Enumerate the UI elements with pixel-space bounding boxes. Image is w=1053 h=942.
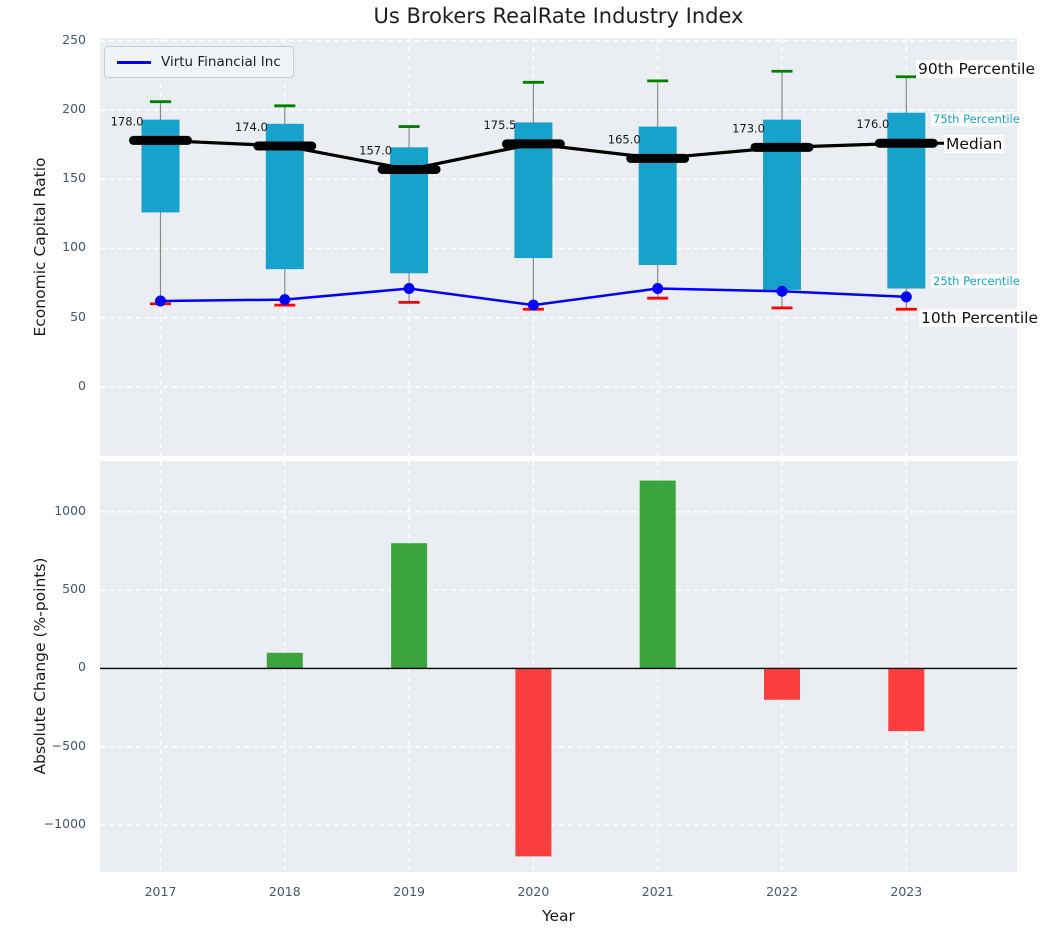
median-value-label: 157.0 (359, 143, 392, 157)
top-chart-svg: 178.0 174.0 157.0 175.5 165.0 173.0 176.0 (100, 38, 1017, 456)
top-chart-panel: 178.0 174.0 157.0 175.5 165.0 173.0 176.0 (100, 38, 1017, 456)
change-bar-negative (888, 668, 925, 732)
x-tick-label-year: 2019 (393, 884, 425, 899)
annotation-median: Median (944, 135, 1005, 153)
y-tick-label-top: 200 (62, 100, 86, 116)
change-bar-positive (266, 652, 303, 669)
change-bar-negative (515, 668, 552, 857)
company-marker (652, 283, 664, 295)
median-value-label: 175.5 (483, 118, 516, 132)
y-tick-label-top: 50 (70, 308, 86, 324)
company-marker (900, 291, 912, 303)
company-marker (776, 285, 788, 297)
chart-title: Us Brokers RealRate Industry Index (373, 4, 744, 28)
company-marker (403, 283, 415, 295)
y-tick-label-bottom: 1000 (54, 502, 86, 518)
legend-label: Virtu Financial Inc (161, 54, 281, 70)
bottom-chart-svg (100, 461, 1017, 872)
y-tick-label-bottom: −500 (51, 737, 86, 753)
y-tick-label-top: 250 (62, 31, 86, 47)
x-tick-label-year: 2018 (268, 884, 301, 899)
company-marker (155, 295, 166, 307)
x-tick-label-year: 2022 (766, 884, 798, 899)
y-tick-label-bottom: 500 (62, 581, 86, 597)
legend-box: Virtu Financial Inc (104, 46, 294, 78)
y-tick-label-bottom: 0 (78, 659, 86, 675)
median-value-label: 174.0 (235, 120, 268, 134)
bottom-chart-panel (100, 461, 1017, 872)
percentile-range-bar (638, 126, 677, 265)
company-marker (279, 294, 291, 306)
annotation-25th-percentile: 25th Percentile (931, 274, 1022, 288)
y-tick-label-top: 100 (62, 239, 86, 255)
median-value-label: 176.0 (856, 117, 889, 131)
y-tick-label-top: 150 (62, 170, 86, 186)
y-tick-label-top: 0 (78, 377, 86, 393)
change-bar-positive (391, 543, 428, 669)
change-bar-positive (639, 480, 676, 669)
x-tick-label-year: 2017 (144, 884, 177, 899)
company-marker (527, 299, 539, 311)
annotation-75th-percentile: 75th Percentile (931, 112, 1022, 126)
x-tick-label-year: 2023 (890, 884, 923, 899)
annotation-90th-percentile: 90th Percentile (916, 60, 1038, 78)
x-tick-label-year: 2021 (641, 884, 674, 899)
y-tick-label-bottom: −1000 (43, 816, 86, 832)
x-tick-label-year: 2020 (517, 884, 550, 899)
legend-line-sample-icon (117, 60, 151, 64)
median-value-label: 165.0 (608, 132, 641, 146)
median-value-label: 178.0 (111, 114, 144, 128)
median-value-label: 173.0 (732, 121, 765, 135)
annotation-10th-percentile: 10th Percentile (919, 309, 1041, 327)
change-bar-negative (764, 668, 800, 700)
percentile-range-bar (141, 119, 180, 213)
x-axis-label: Year (542, 907, 575, 925)
